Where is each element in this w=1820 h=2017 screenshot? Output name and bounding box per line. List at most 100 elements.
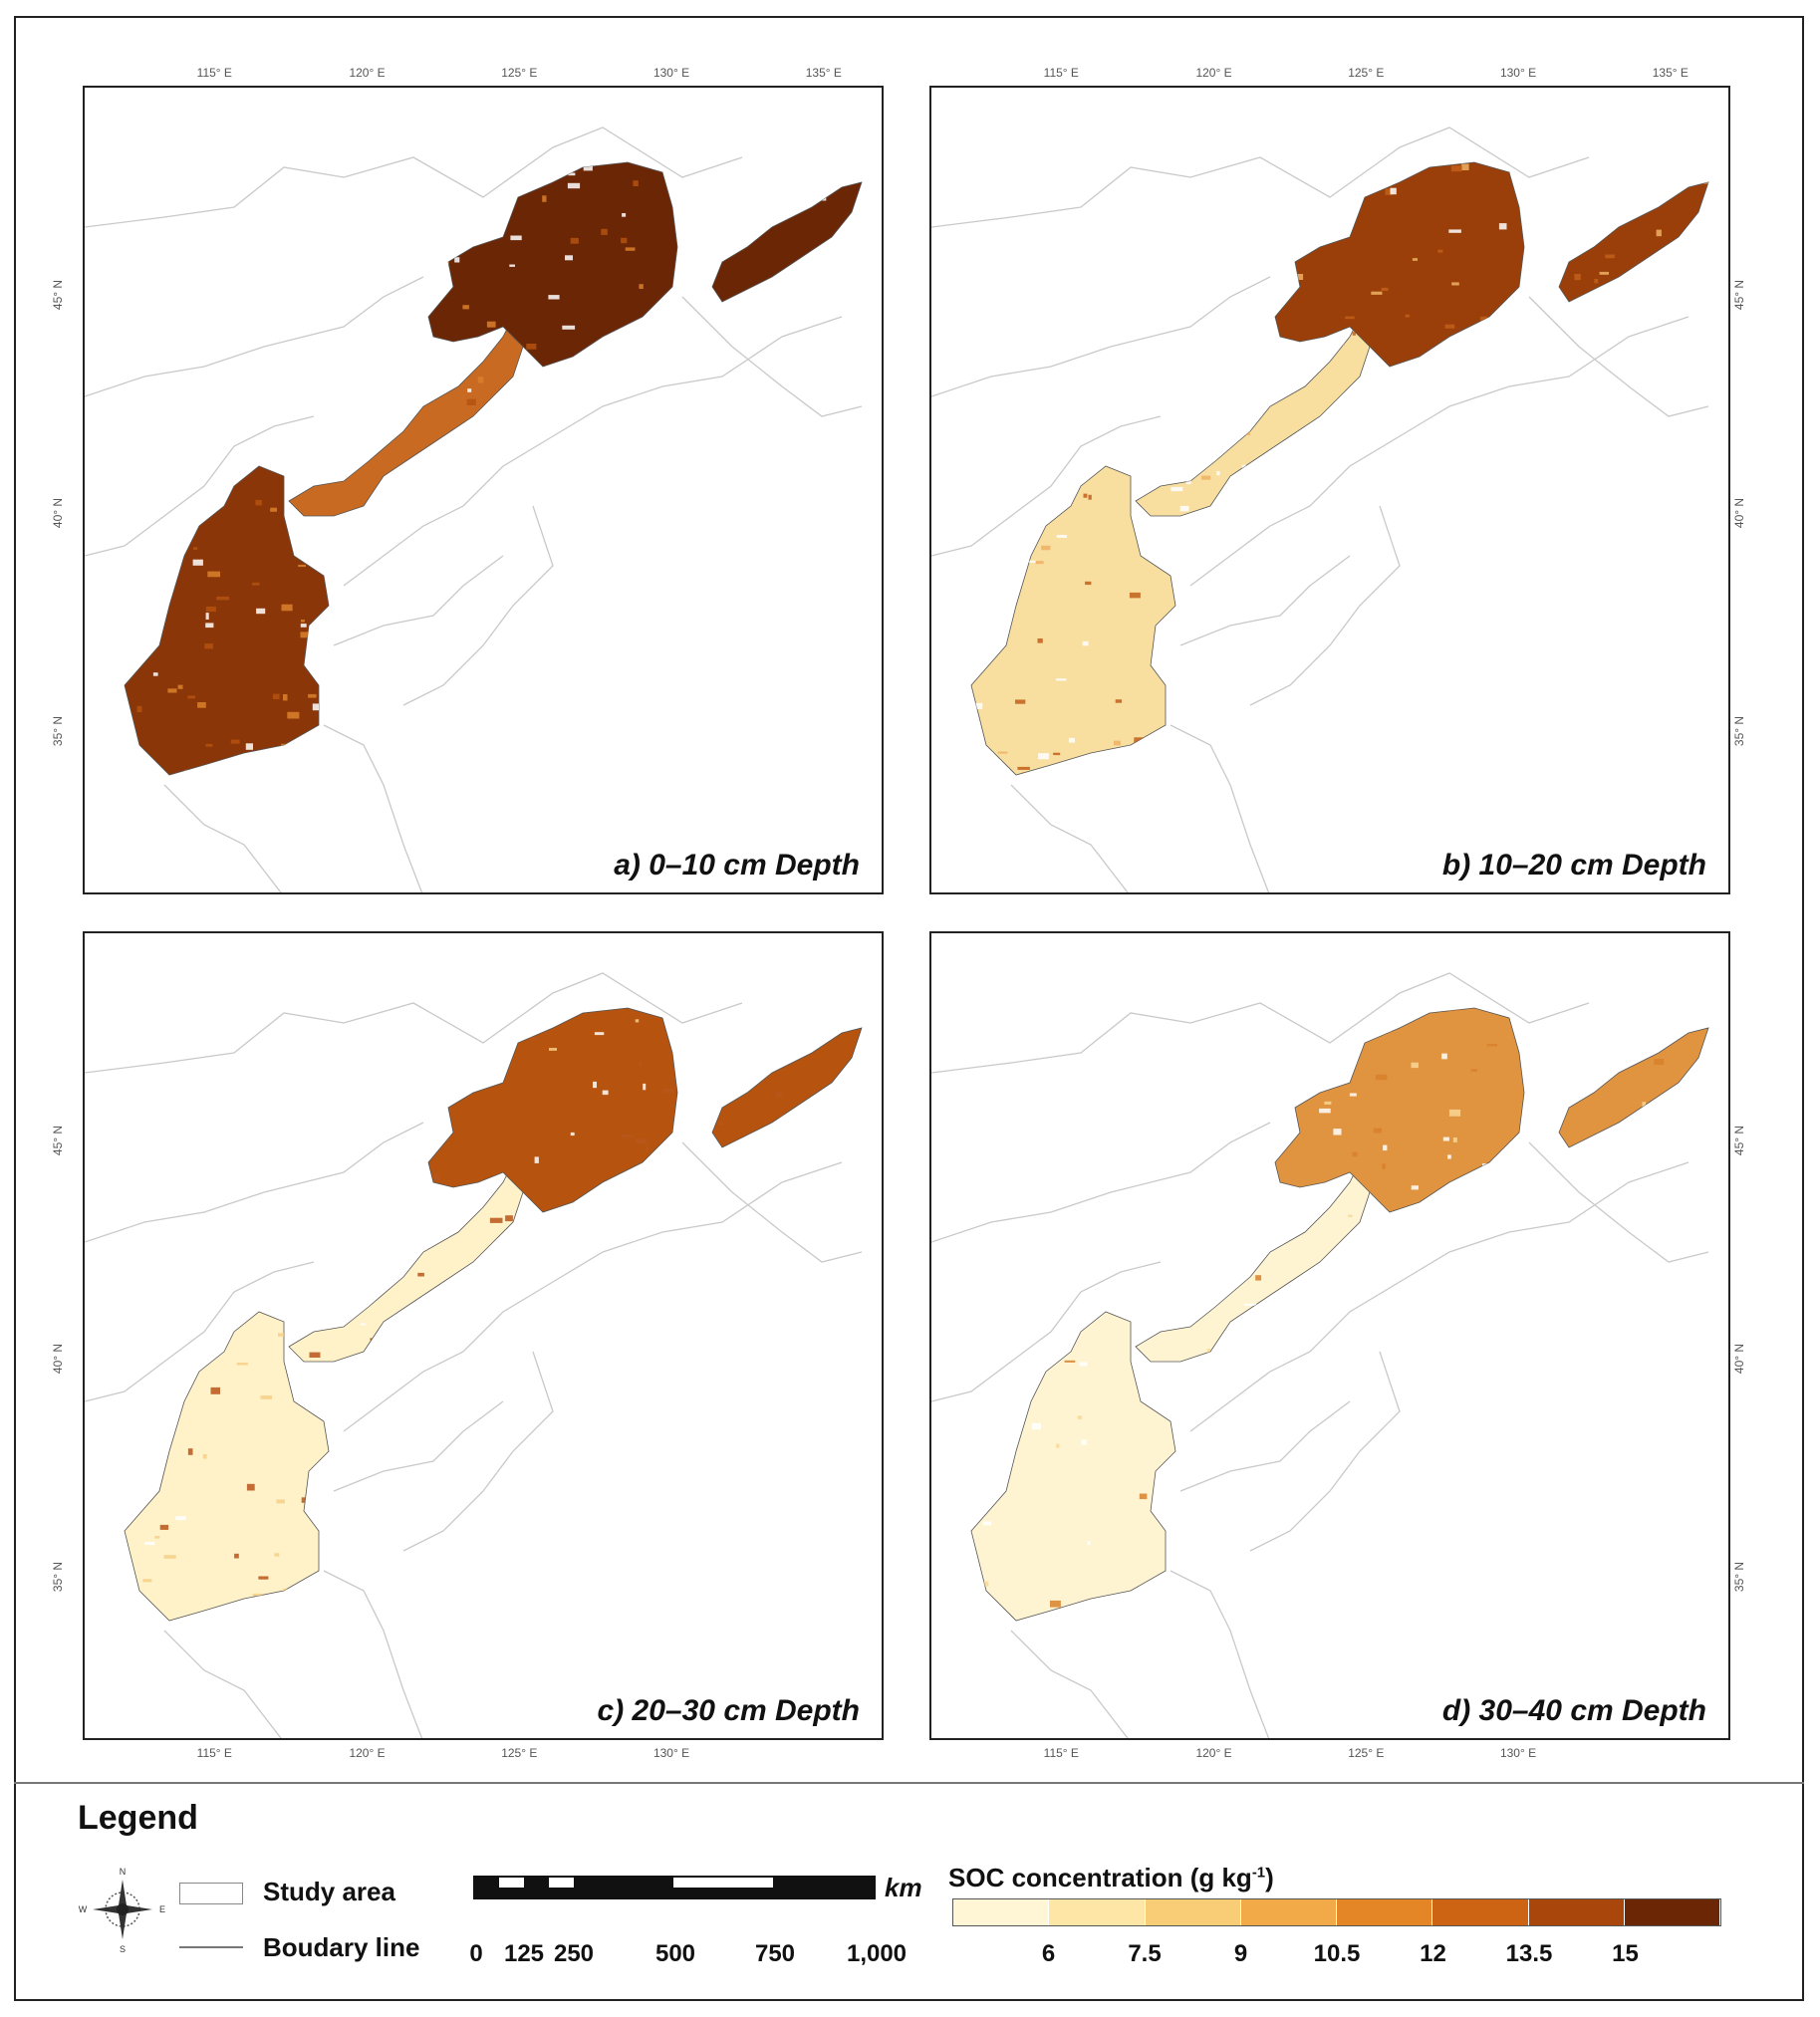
boundary-line-3 bbox=[85, 415, 315, 557]
side-tick-label: 45° N bbox=[1732, 279, 1747, 311]
compass-letter-w: W bbox=[79, 1904, 88, 1914]
colorbar-class bbox=[1049, 1899, 1146, 1925]
boundary-line-5 bbox=[1179, 555, 1351, 646]
boundary-line-5 bbox=[1179, 1400, 1351, 1492]
study-area-swatch bbox=[179, 1883, 243, 1904]
map-panel-4: d) 30–40 cm Depth bbox=[929, 931, 1730, 1740]
top-tick-label: 135° E bbox=[805, 66, 842, 80]
soc-title-exponent: -1 bbox=[1251, 1864, 1266, 1882]
side-tick-label: 40° N bbox=[51, 1344, 66, 1375]
legend-title: Legend bbox=[78, 1799, 198, 1837]
compass-letter-s: S bbox=[120, 1944, 126, 1954]
panel-label-4: d) 30–40 cm Depth bbox=[1441, 1694, 1706, 1727]
boundary-line-1 bbox=[931, 126, 1590, 228]
scale-label: 500 bbox=[654, 1940, 696, 1967]
bottom-tick-label: 130° E bbox=[652, 1746, 690, 1760]
bottom-tick-label: 125° E bbox=[1348, 1746, 1385, 1760]
colorbar-label: 7.5 bbox=[1128, 1940, 1162, 1967]
boundary-line-6 bbox=[323, 1570, 423, 1738]
boundary-line-7 bbox=[681, 1141, 863, 1263]
study-region-east bbox=[1558, 1027, 1709, 1148]
boundary-line-4 bbox=[343, 1161, 843, 1432]
colorbar-class bbox=[1528, 1899, 1625, 1925]
soc-colorbar-title: SOC concentration (g kg-1) bbox=[948, 1863, 1274, 1893]
figure-frame bbox=[14, 16, 1804, 2001]
bottom-tick-label: 130° E bbox=[1499, 1746, 1537, 1760]
boundary-line-8 bbox=[163, 784, 282, 892]
study-region-corridor bbox=[1135, 315, 1371, 517]
boundary-line-9 bbox=[1249, 505, 1401, 706]
boundary-line-4 bbox=[1189, 1161, 1690, 1432]
boundary-line-2 bbox=[85, 1122, 424, 1243]
soc-colorbar bbox=[952, 1898, 1721, 1926]
scale-unit: km bbox=[885, 1873, 922, 1902]
boundary-line-1 bbox=[931, 972, 1590, 1074]
side-tick-label: 40° N bbox=[1732, 1344, 1747, 1375]
side-tick-label: 35° N bbox=[1732, 716, 1747, 747]
boundary-line-1 bbox=[85, 126, 743, 228]
boundary-line-7 bbox=[681, 296, 863, 417]
boundary-line-label: Boudary line bbox=[263, 1932, 420, 1962]
map-panel-2: b) 10–20 cm Depth bbox=[929, 86, 1730, 894]
study-area-label: Study area bbox=[263, 1877, 395, 1906]
boundary-line-7 bbox=[1528, 296, 1709, 417]
bottom-tick-label: 125° E bbox=[501, 1746, 538, 1760]
boundary-line-3 bbox=[85, 1261, 315, 1402]
soc-title-text: SOC concentration (g kg bbox=[948, 1863, 1252, 1892]
side-tick-label: 35° N bbox=[51, 1562, 66, 1593]
compass-letter-n: N bbox=[120, 1867, 127, 1877]
colorbar-class bbox=[1337, 1899, 1433, 1925]
top-tick-label: 135° E bbox=[1652, 66, 1689, 80]
top-tick-label: 130° E bbox=[652, 66, 690, 80]
top-tick-label: 115° E bbox=[1043, 66, 1079, 80]
boundary-line-8 bbox=[1010, 784, 1129, 892]
boundary-line-9 bbox=[402, 505, 554, 706]
bottom-tick-label: 120° E bbox=[349, 1746, 386, 1760]
study-region-north bbox=[1274, 161, 1525, 368]
study-region-south bbox=[970, 465, 1176, 776]
bottom-tick-label: 120° E bbox=[1195, 1746, 1232, 1760]
panel-label-3: c) 20–30 cm Depth bbox=[597, 1694, 860, 1727]
soc-map-4 bbox=[931, 972, 1709, 1738]
boundary-line-2 bbox=[85, 276, 424, 397]
side-tick-label: 45° N bbox=[1732, 1125, 1747, 1156]
top-tick-label: 120° E bbox=[1195, 66, 1232, 80]
study-region-corridor bbox=[1135, 1160, 1371, 1363]
colorbar-label: 6 bbox=[1041, 1940, 1056, 1967]
colorbar-class bbox=[953, 1899, 1050, 1925]
boundary-line-5 bbox=[333, 1400, 504, 1492]
side-tick-label: 35° N bbox=[1732, 1562, 1747, 1593]
soc-map-2 bbox=[931, 126, 1709, 892]
study-region-north bbox=[427, 161, 678, 368]
scale-label: 125 bbox=[503, 1940, 545, 1967]
colorbar-class bbox=[1432, 1899, 1529, 1925]
panel-label-2: b) 10–20 cm Depth bbox=[1441, 849, 1706, 882]
boundary-line-6 bbox=[1170, 1570, 1270, 1738]
study-region-east bbox=[711, 1027, 863, 1148]
map-panel-3: c) 20–30 cm Depth bbox=[83, 931, 884, 1740]
study-region-north bbox=[427, 1007, 678, 1213]
colorbar-class bbox=[1624, 1899, 1720, 1925]
top-tick-label: 130° E bbox=[1499, 66, 1537, 80]
boundary-line-4 bbox=[1189, 316, 1690, 587]
boundary-line-3 bbox=[931, 415, 1162, 557]
soc-title-close: ) bbox=[1265, 1863, 1274, 1892]
side-tick-label: 45° N bbox=[51, 1125, 66, 1156]
top-tick-label: 120° E bbox=[349, 66, 386, 80]
study-region-north bbox=[1274, 1007, 1525, 1213]
scale-label: 750 bbox=[754, 1940, 796, 1967]
legend-divider bbox=[14, 1782, 1804, 1784]
study-region-corridor bbox=[288, 315, 524, 517]
scale-bar bbox=[473, 1876, 876, 1899]
scale-label: 250 bbox=[553, 1940, 595, 1967]
colorbar-label: 9 bbox=[1233, 1940, 1248, 1967]
colorbar-class bbox=[1145, 1899, 1241, 1925]
boundary-line-2 bbox=[931, 1122, 1271, 1243]
boundary-line-9 bbox=[1249, 1351, 1401, 1552]
boundary-line-4 bbox=[343, 316, 843, 587]
soc-map-3 bbox=[85, 972, 863, 1738]
study-region-east bbox=[711, 181, 863, 303]
boundary-line-7 bbox=[1528, 1141, 1709, 1263]
colorbar-label: 12 bbox=[1420, 1940, 1446, 1967]
colorbar-label: 13.5 bbox=[1505, 1940, 1553, 1967]
